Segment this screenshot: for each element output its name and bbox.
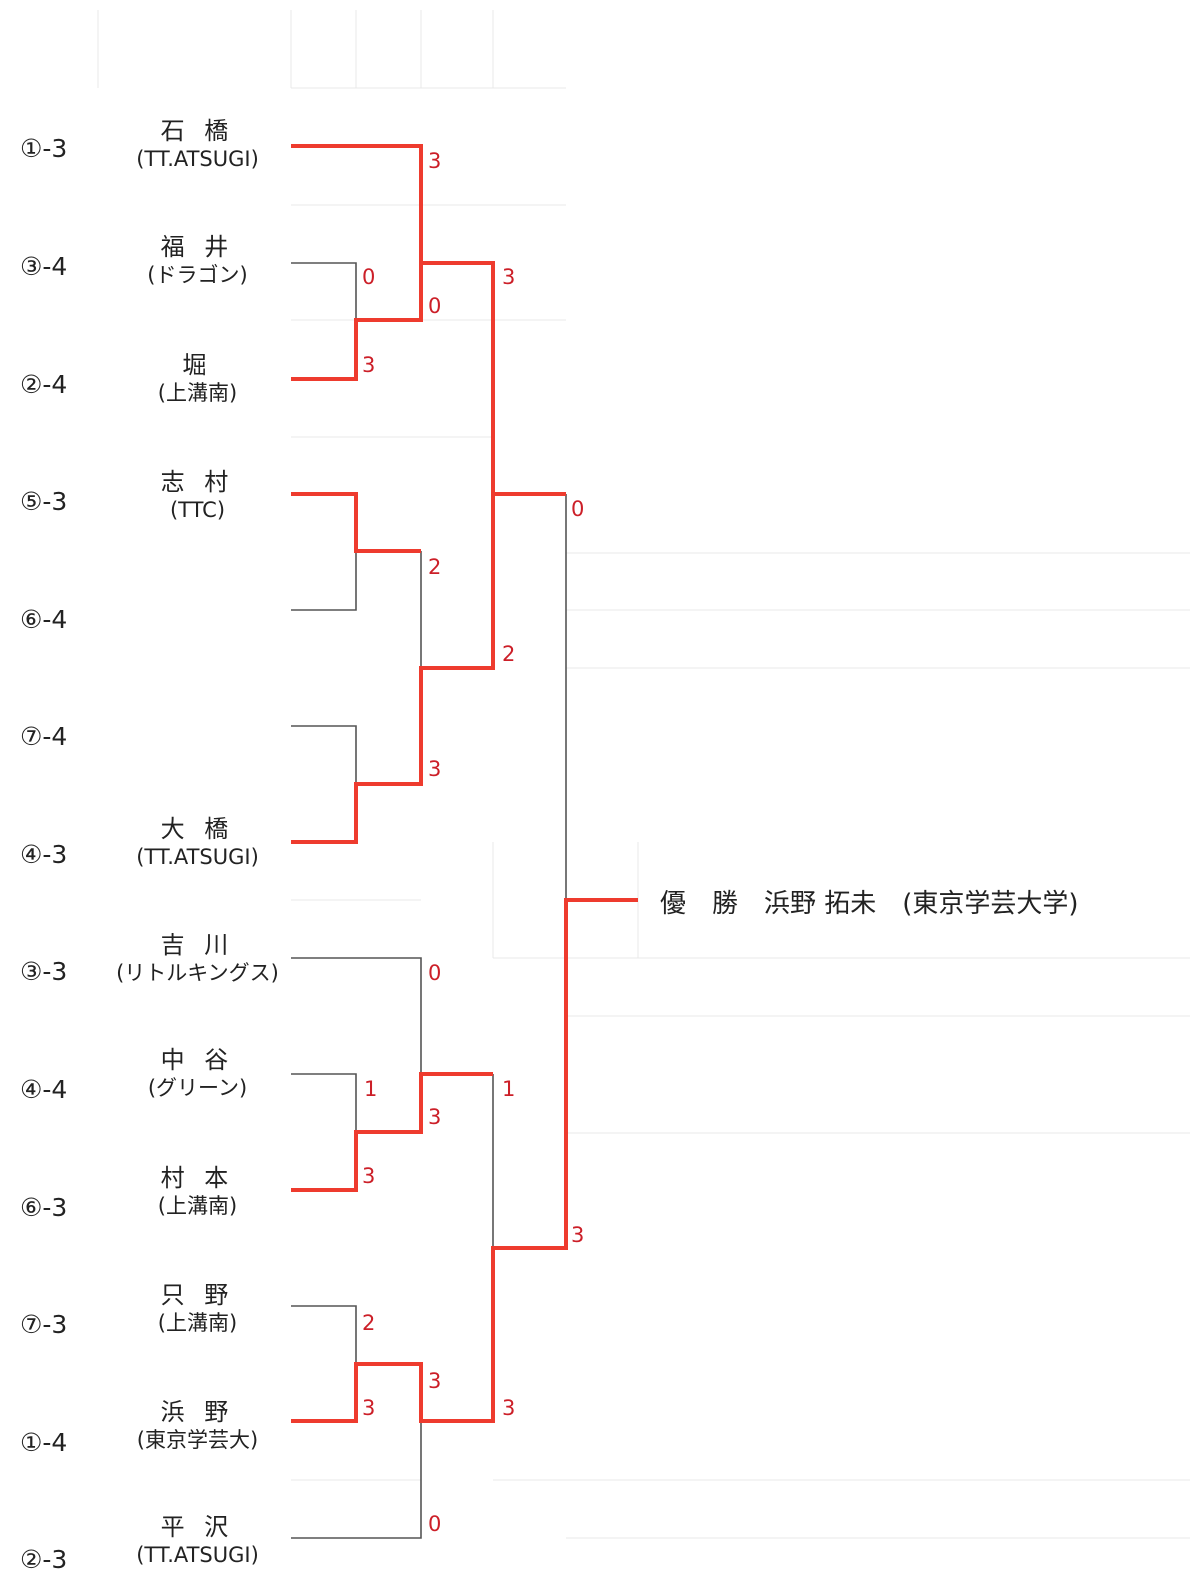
background-grid xyxy=(97,10,1190,1539)
score-label: 3 xyxy=(428,757,441,781)
winner-paths xyxy=(291,144,638,1423)
loser-path xyxy=(291,1073,357,1132)
loser-path xyxy=(291,551,357,611)
score-label: 3 xyxy=(428,1105,441,1129)
winner-path xyxy=(291,144,566,496)
player-team: (TTC) xyxy=(169,498,226,522)
score-label: 2 xyxy=(502,642,515,666)
loser-path xyxy=(291,957,422,1074)
player-name: 村 本 xyxy=(160,1164,235,1192)
seed-label: ①-3 xyxy=(20,134,68,163)
player-name: 志 村 xyxy=(160,468,235,496)
player-entry: 浜 野 (東京学芸大) xyxy=(105,1397,290,1453)
seed-label: ③-3 xyxy=(20,957,68,986)
score-label: 3 xyxy=(362,1164,375,1188)
player-entry: 大 橋 (TT.ATSUGI) xyxy=(105,814,290,870)
player-team: (TT.ATSUGI) xyxy=(136,1543,259,1567)
score-label: 3 xyxy=(428,149,441,173)
player-name: 大 橋 xyxy=(160,815,235,843)
seed-label: ③-4 xyxy=(20,252,68,281)
winner-path xyxy=(291,1072,493,1192)
score-label: 1 xyxy=(502,1077,515,1101)
player-entry: 村 本 (上溝南) xyxy=(105,1163,290,1219)
player-team: (TT.ATSUGI) xyxy=(136,147,259,171)
seed-label: ⑥-4 xyxy=(20,605,68,634)
loser-path xyxy=(291,725,357,784)
score-label: 2 xyxy=(428,555,441,579)
score-label: 0 xyxy=(428,294,441,318)
player-entry: 平 沢 (TT.ATSUGI) xyxy=(105,1512,290,1568)
seed-label: ⑤-3 xyxy=(20,487,68,516)
score-label: 2 xyxy=(362,1311,375,1335)
winner-path xyxy=(291,494,495,844)
score-label: 3 xyxy=(428,1369,441,1393)
score-labels: 3 0 0 3 3 2 2 3 0 0 1 3 1 3 2 3 3 3 0 3 xyxy=(362,149,584,1536)
player-name: 堀 xyxy=(182,351,213,379)
score-label: 3 xyxy=(571,1223,584,1247)
player-entry: 福 井 (ドラゴン) xyxy=(105,232,290,288)
champion-label: 優 勝 浜野 拓未 (東京学芸大学) xyxy=(660,889,1079,919)
seed-label: ⑦-4 xyxy=(20,722,68,751)
player-team: (上溝南) xyxy=(157,381,238,405)
score-label: 1 xyxy=(364,1077,377,1101)
player-team: (ドラゴン) xyxy=(147,263,248,287)
player-team: (東京学芸大) xyxy=(136,1428,259,1452)
winner-path xyxy=(291,898,638,1423)
score-label: 0 xyxy=(428,1512,441,1536)
player-team: (上溝南) xyxy=(157,1194,238,1218)
score-label: 0 xyxy=(428,961,441,985)
seed-label: ④-4 xyxy=(20,1075,68,1104)
player-entry: 吉 川 (リトルキングス) xyxy=(105,930,290,986)
player-team: (上溝南) xyxy=(157,1311,238,1335)
seed-label: ④-3 xyxy=(20,840,68,869)
loser-path xyxy=(291,1421,422,1539)
player-entry: 堀 (上溝南) xyxy=(105,350,290,406)
player-entry: 只 野 (上溝南) xyxy=(105,1280,290,1336)
player-entry: 中 谷 (グリーン) xyxy=(105,1045,290,1101)
score-label: 3 xyxy=(502,1396,515,1420)
player-name: 浜 野 xyxy=(160,1398,235,1426)
winner-path xyxy=(291,492,421,553)
player-team: (グリーン) xyxy=(147,1076,248,1100)
seed-label: ②-3 xyxy=(20,1545,68,1574)
player-team: (リトルキングス) xyxy=(116,961,279,985)
player-name: 石 橋 xyxy=(160,117,235,145)
player-entry: 石 橋 (TT.ATSUGI) xyxy=(105,116,290,172)
player-name: 只 野 xyxy=(160,1281,235,1309)
score-label: 3 xyxy=(362,1396,375,1420)
score-label: 0 xyxy=(362,265,375,289)
score-label: 3 xyxy=(362,353,375,377)
score-label: 0 xyxy=(571,497,584,521)
player-name: 福 井 xyxy=(160,233,235,261)
player-team: (TT.ATSUGI) xyxy=(136,845,259,869)
player-name: 平 沢 xyxy=(160,1513,235,1541)
winner-path xyxy=(291,263,423,381)
player-name: 吉 川 xyxy=(160,931,235,959)
seed-label: ②-4 xyxy=(20,370,68,399)
seed-label: ①-4 xyxy=(20,1428,68,1457)
player-name: 中 谷 xyxy=(160,1046,235,1074)
loser-path xyxy=(291,262,357,320)
player-entry: 志 村 (TTC) xyxy=(105,467,290,523)
loser-path xyxy=(291,1305,357,1364)
seed-label: ⑥-3 xyxy=(20,1193,68,1222)
seed-label: ⑦-3 xyxy=(20,1310,68,1339)
score-label: 3 xyxy=(502,265,515,289)
